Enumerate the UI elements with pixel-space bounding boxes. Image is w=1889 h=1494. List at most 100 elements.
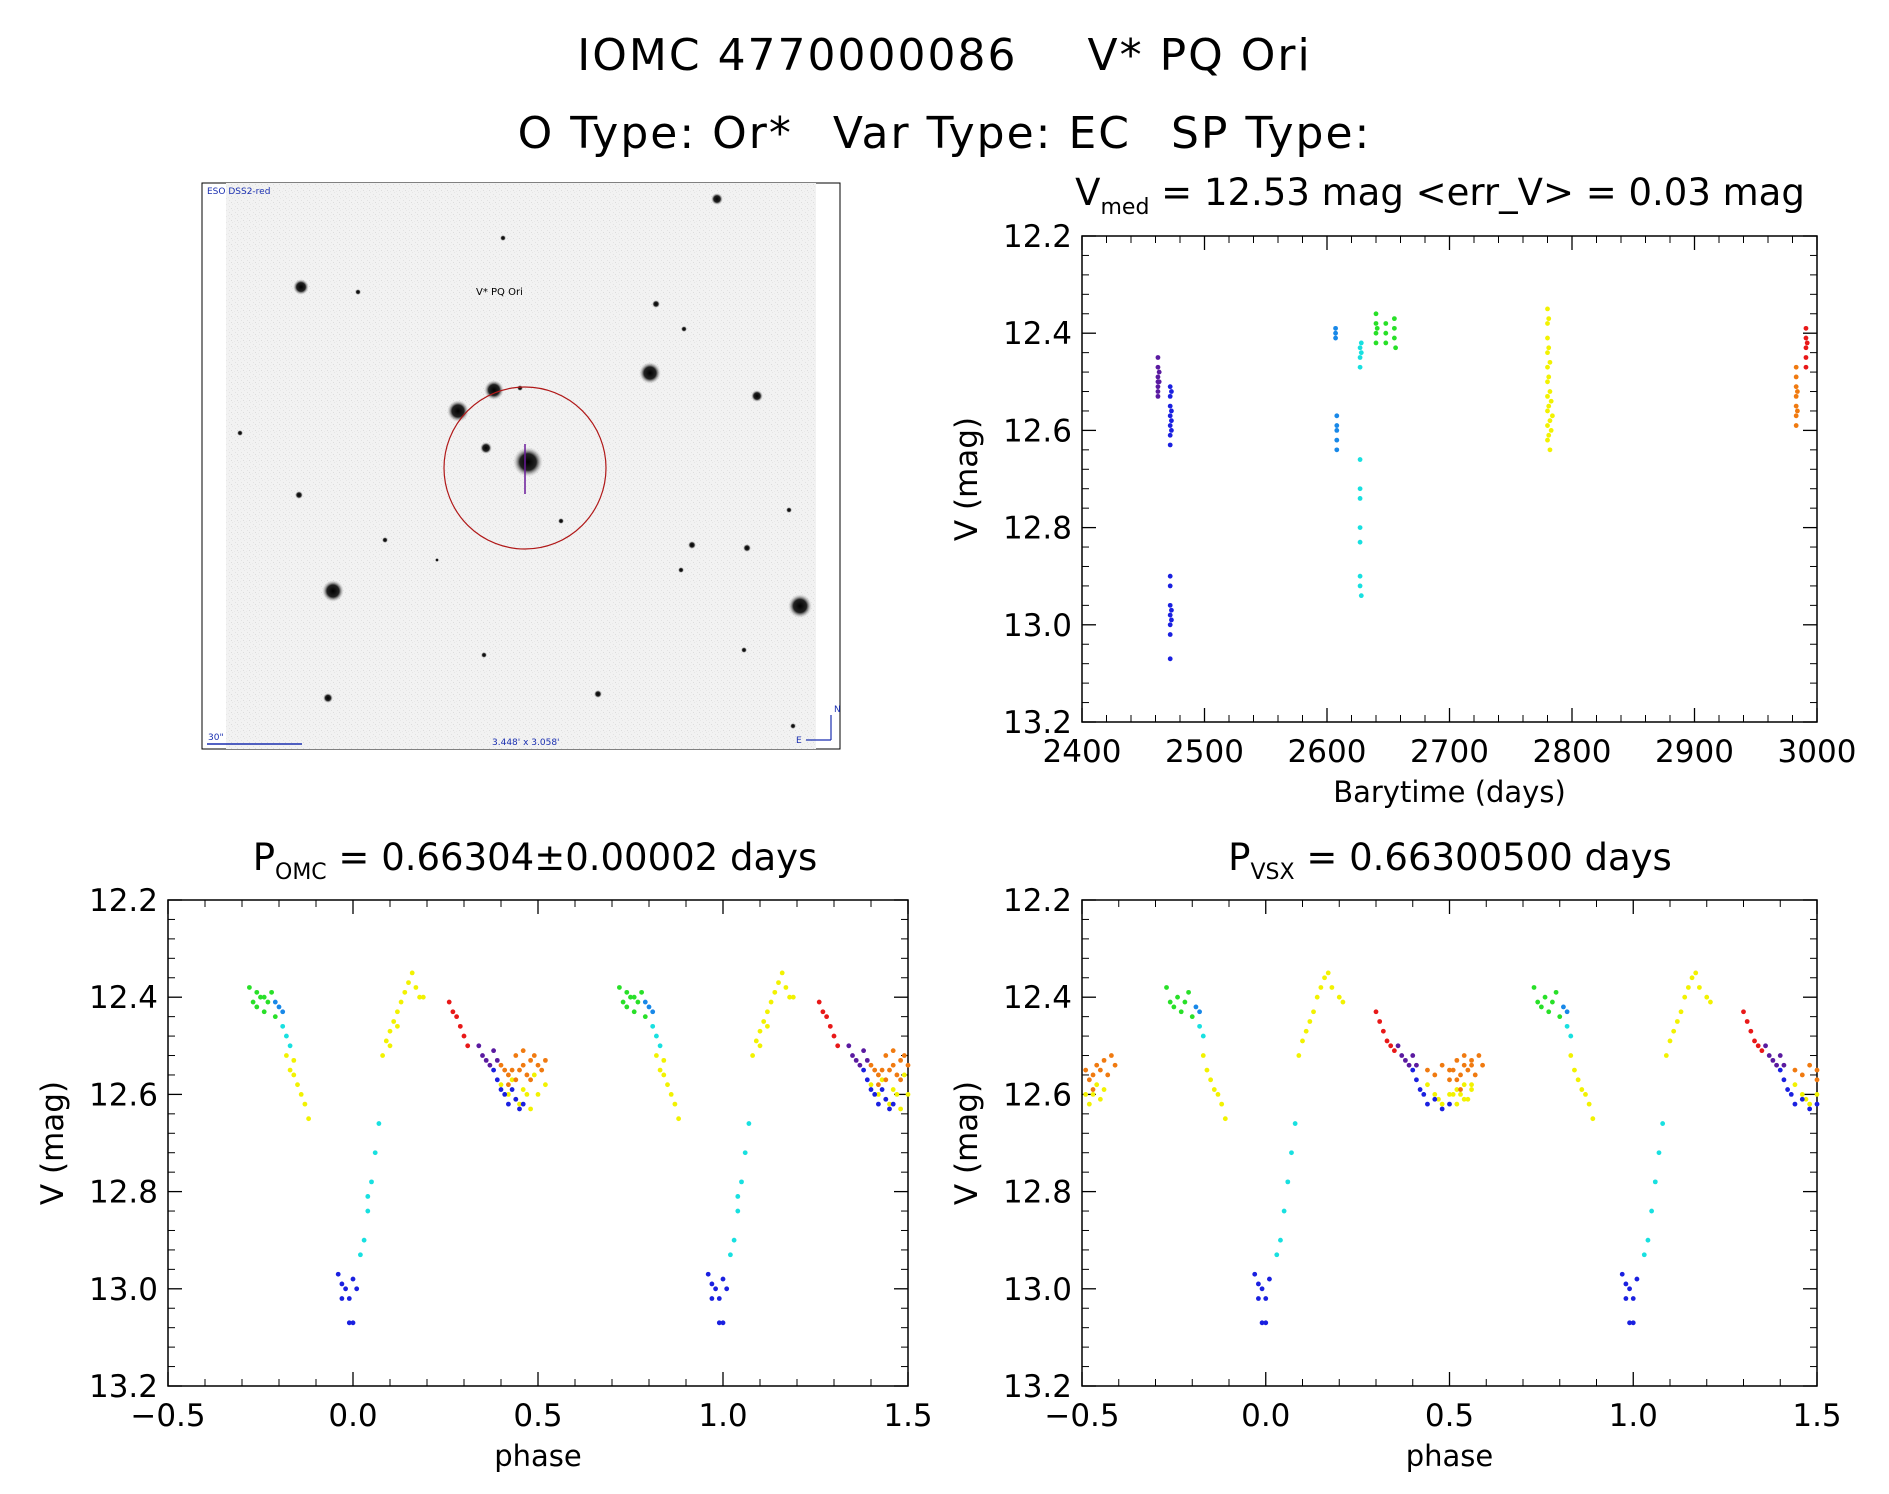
data-point-yellow	[1807, 1101, 1813, 1107]
data-point-violet	[1763, 1043, 1768, 1049]
data-point-violet	[1770, 1057, 1776, 1063]
data-point-cyan	[1652, 1179, 1658, 1185]
data-point-green	[1553, 989, 1559, 995]
data-point-yellow	[1322, 975, 1327, 981]
data-point-cyan	[650, 1023, 656, 1029]
data-point-violet	[1766, 1053, 1772, 1058]
data-point-yellow	[395, 1009, 400, 1015]
data-point-yellow	[1671, 1028, 1677, 1034]
data-point-blue	[716, 1296, 722, 1301]
data-point-yellow	[1461, 1096, 1467, 1102]
x-tick-label: 1.5	[1792, 1398, 1841, 1434]
data-point-yellow	[509, 1077, 515, 1083]
data-point-blue	[335, 1271, 341, 1277]
data-point-green	[1373, 321, 1379, 326]
data-point-orange	[1447, 1077, 1452, 1083]
data-point-yellow	[543, 1082, 548, 1088]
data-point-blue	[343, 1286, 348, 1292]
data-point-orange	[1792, 1067, 1798, 1073]
data-point-yellow	[1546, 345, 1552, 351]
data-point-orange	[513, 1077, 519, 1083]
data-point-yellow	[520, 1087, 526, 1092]
x-tick-label: 2700	[1410, 734, 1489, 770]
data-point-orange	[524, 1072, 530, 1078]
data-point-yellow	[420, 994, 426, 1000]
data-point-blue	[1169, 428, 1174, 433]
data-point-yellow	[517, 1101, 522, 1107]
data-point-blue	[1788, 1092, 1794, 1097]
data-point-cyan	[746, 1121, 752, 1126]
data-point-orange	[890, 1048, 896, 1054]
data-point-yellow	[1307, 1019, 1313, 1024]
y-tick-label: 12.6	[1003, 1077, 1072, 1113]
data-point-yellow	[661, 1072, 667, 1078]
data-point-yellow	[761, 1019, 767, 1024]
data-point-green	[617, 985, 622, 990]
data-point-orange	[1090, 1087, 1096, 1092]
y-tick-label: 12.4	[1003, 980, 1072, 1016]
data-point-cyan	[1281, 1208, 1287, 1214]
data-point-green	[628, 994, 633, 1000]
data-point-violet	[1155, 384, 1161, 390]
data-point-yellow	[1101, 1087, 1107, 1092]
data-point-blue	[1169, 617, 1174, 623]
figure-title-line1: IOMC 4770000086 V* PQ Ori	[0, 30, 1889, 81]
data-point-blue	[1256, 1281, 1261, 1287]
chart-title: PVSX = 0.66300500 days	[1228, 836, 1672, 885]
y-tick-label: 13.0	[1003, 608, 1072, 644]
data-point-violet	[1156, 379, 1162, 385]
data-point-violet	[1781, 1062, 1787, 1068]
data-point-yellow	[1545, 321, 1550, 326]
data-point-yellow	[753, 1038, 759, 1044]
data-point-orange	[528, 1077, 533, 1083]
data-point-yellow	[1572, 1067, 1577, 1073]
data-point-yellow	[876, 1092, 881, 1097]
data-point-orange	[1469, 1062, 1474, 1068]
data-point-yellow	[387, 1043, 393, 1049]
data-point-yellow	[406, 980, 411, 986]
data-point-orange	[1454, 1077, 1460, 1083]
data-point-yellow	[298, 1092, 304, 1097]
data-point-yellow	[1545, 437, 1550, 443]
data-point-cyan	[1660, 1121, 1666, 1126]
data-point-green	[1531, 985, 1537, 990]
data-point-yellow	[1469, 1082, 1474, 1088]
data-point-violet	[857, 1062, 863, 1068]
data-point-red	[835, 1043, 841, 1049]
data-point-orange	[509, 1067, 515, 1073]
data-point-blue	[1167, 442, 1173, 448]
data-point-blue	[1263, 1320, 1269, 1326]
data-point-yellow	[1200, 1053, 1206, 1058]
data-point-cyan	[735, 1208, 741, 1214]
data-point-yellow	[1545, 364, 1550, 370]
x-tick-label: 1.0	[1609, 1398, 1658, 1434]
data-point-orange	[1793, 374, 1799, 380]
data-point-green	[265, 999, 271, 1005]
data-point-orange	[1814, 1077, 1820, 1083]
data-point-orange	[1097, 1067, 1103, 1073]
data-point-azure	[1334, 447, 1340, 453]
data-point-blue	[1167, 413, 1173, 419]
data-point-yellow	[1465, 1096, 1471, 1102]
data-point-yellow	[1219, 1101, 1225, 1107]
data-point-yellow	[654, 1053, 659, 1058]
data-point-green	[261, 994, 267, 1000]
data-point-yellow	[498, 1082, 504, 1088]
data-point-yellow	[1545, 350, 1550, 356]
data-point-blue	[1623, 1281, 1629, 1287]
data-point-yellow	[1803, 1096, 1809, 1102]
data-point-green	[631, 1009, 637, 1015]
data-point-green	[620, 999, 626, 1005]
data-point-azure	[276, 1004, 282, 1010]
data-point-orange	[1807, 1062, 1813, 1068]
data-point-orange	[1083, 1067, 1089, 1073]
data-point-orange	[543, 1057, 548, 1063]
figure-title-line2: O Type: Or* Var Type: EC SP Type:	[0, 108, 1889, 159]
data-point-red	[1755, 1043, 1761, 1049]
data-point-violet	[1403, 1057, 1408, 1063]
data-point-cyan	[1357, 539, 1363, 545]
data-point-orange	[1814, 1067, 1820, 1073]
data-point-violet	[853, 1057, 859, 1063]
data-point-red	[820, 1009, 826, 1015]
data-point-orange	[898, 1077, 903, 1083]
